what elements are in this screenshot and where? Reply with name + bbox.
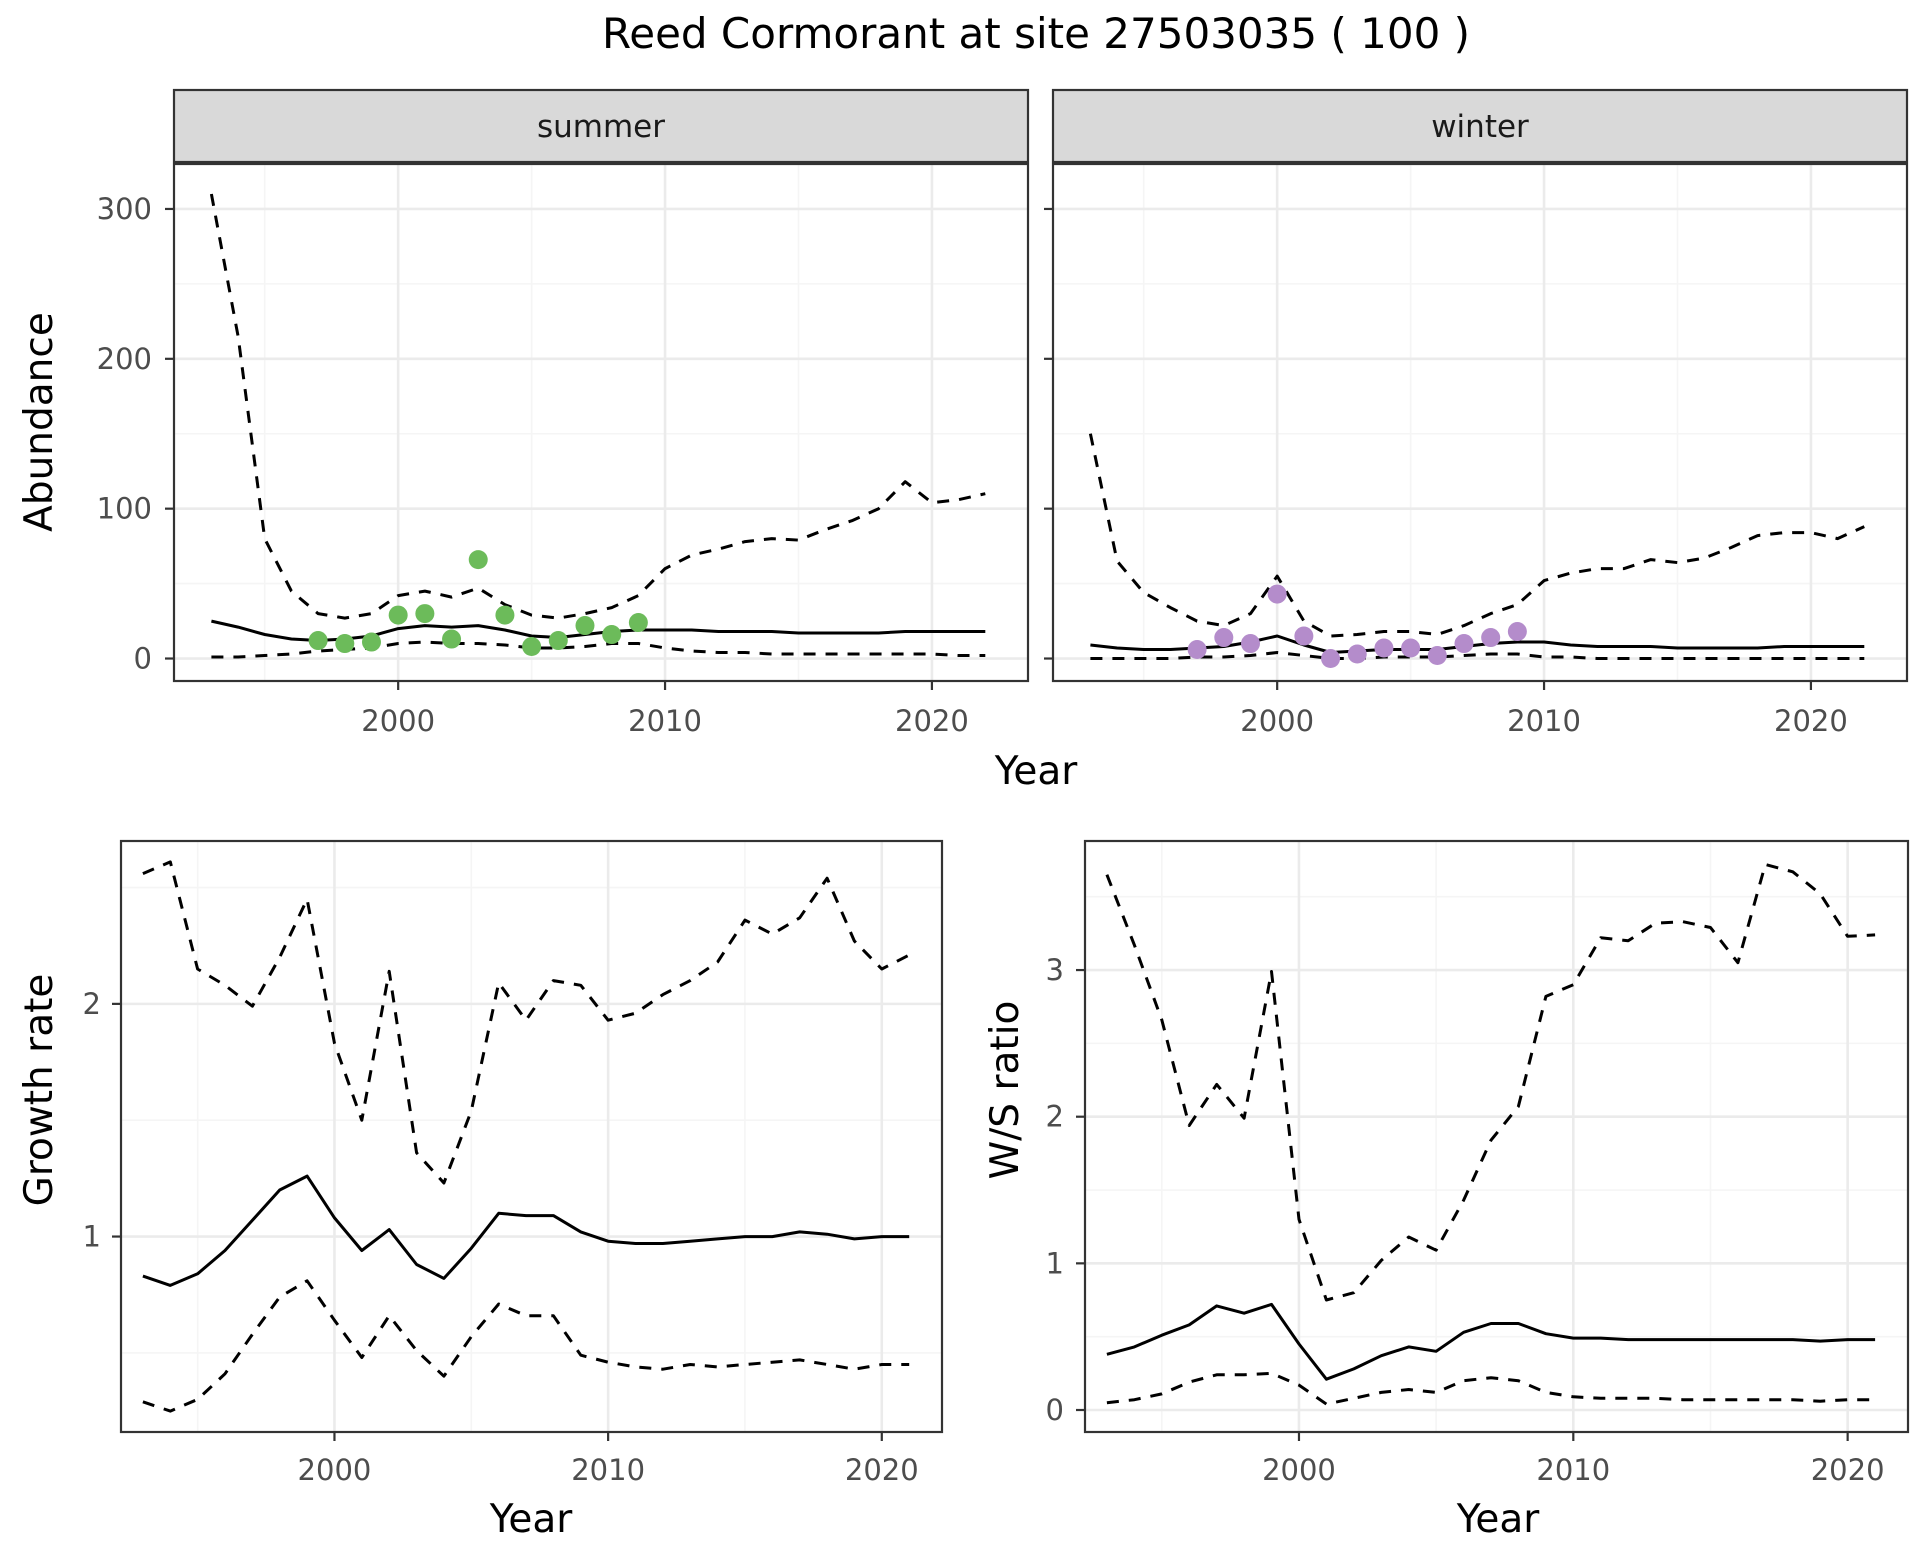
y-tick-label: 3	[1046, 953, 1064, 987]
observed-point	[1214, 628, 1234, 648]
observed-point	[361, 632, 381, 652]
upper-line	[142, 860, 910, 1185]
upper-line	[1105, 863, 1876, 1302]
y-tick-label: 0	[1046, 1393, 1064, 1427]
x-tick-label: 2020	[845, 1453, 919, 1487]
observed-point	[1187, 640, 1207, 660]
observed-point	[468, 550, 488, 570]
estimate-line	[1106, 1302, 1876, 1381]
observed-point	[1321, 649, 1341, 669]
y-tick-label: 300	[97, 192, 152, 226]
x-tick-label: 2010	[628, 704, 702, 738]
lower-line	[1106, 1371, 1876, 1406]
y-tick-label: 200	[97, 342, 152, 376]
observed-point	[628, 613, 648, 633]
observed-point	[1454, 634, 1474, 654]
x-tick-label: 2020	[895, 704, 969, 738]
panel-border	[1083, 839, 1910, 1434]
observed-point	[1267, 584, 1287, 604]
x-tick-label: 2010	[1507, 704, 1581, 738]
observed-point	[1374, 638, 1394, 658]
plot-background	[1085, 841, 1908, 1432]
panel-winter: winter 2000 2010 2020	[1044, 88, 1909, 738]
facet-strip-label: winter	[1431, 109, 1529, 145]
observed-point	[1240, 634, 1260, 654]
observed-point	[442, 629, 462, 649]
x-tick-label: 2010	[571, 1453, 645, 1487]
top-x-axis-title: Year	[994, 749, 1079, 794]
observed-point	[388, 605, 408, 625]
facet-strip	[1051, 88, 1909, 164]
y-tick-label: 1	[83, 1220, 101, 1254]
lower-line	[142, 1279, 910, 1413]
panel-border	[172, 162, 1030, 683]
x-tick-label: 2000	[298, 1453, 372, 1487]
y-tick-label: 2	[83, 987, 101, 1021]
observed-point	[1481, 628, 1501, 648]
plot-background	[1053, 164, 1907, 681]
figure-title: Reed Cormorant at site 27503035 ( 100 )	[602, 9, 1470, 58]
y-tick-label: 0	[134, 642, 152, 676]
x-tick-label: 2020	[1774, 704, 1848, 738]
x-tick-label: 2000	[1240, 704, 1314, 738]
panel-ws-ratio: 2000 2010 2020 0 1 2 3	[1046, 839, 1910, 1487]
upper-line	[1088, 433, 1865, 638]
plot-background	[121, 841, 942, 1432]
observed-point	[1401, 638, 1421, 658]
panel-border	[1051, 162, 1909, 683]
lower-line	[211, 640, 986, 659]
ws-y-axis-title: W/S ratio	[983, 1001, 1028, 1180]
x-tick-label: 2010	[1536, 1453, 1610, 1487]
observed-point	[335, 634, 355, 654]
estimate-line	[142, 1174, 910, 1287]
observed-point	[548, 631, 568, 651]
facet-strip-label: summer	[537, 109, 665, 145]
observed-point	[1294, 626, 1314, 646]
observed-point	[308, 631, 328, 651]
upper-line	[209, 193, 986, 620]
panel-growth-rate: 2000 2010 2020 1 2	[83, 839, 944, 1487]
growth-y-axis-title: Growth rate	[17, 974, 62, 1207]
plot-background	[174, 164, 1028, 681]
panel-border	[119, 839, 944, 1434]
panel-summer: summer 2000 2010 2020 0 100 200 300	[97, 88, 1030, 738]
observed-point	[495, 605, 515, 625]
top-y-axis-title: Abundance	[17, 312, 62, 532]
growth-x-axis-title: Year	[489, 1497, 574, 1542]
x-tick-label: 2000	[1262, 1453, 1336, 1487]
facet-strip	[172, 88, 1030, 164]
y-tick-label: 100	[97, 492, 152, 526]
y-tick-label: 1	[1046, 1246, 1064, 1280]
observed-point	[1347, 644, 1367, 664]
observed-point	[415, 604, 435, 624]
x-tick-label: 2020	[1811, 1453, 1885, 1487]
lower-line	[1090, 651, 1865, 660]
x-tick-label: 2000	[361, 704, 435, 738]
estimate-line	[1090, 634, 1865, 654]
observed-point	[1427, 646, 1447, 666]
ws-x-axis-title: Year	[1456, 1497, 1541, 1542]
observed-point	[1507, 622, 1527, 642]
observed-point	[602, 625, 622, 645]
observed-point	[575, 616, 595, 636]
y-tick-label: 2	[1046, 1100, 1064, 1134]
observed-point	[522, 637, 542, 657]
